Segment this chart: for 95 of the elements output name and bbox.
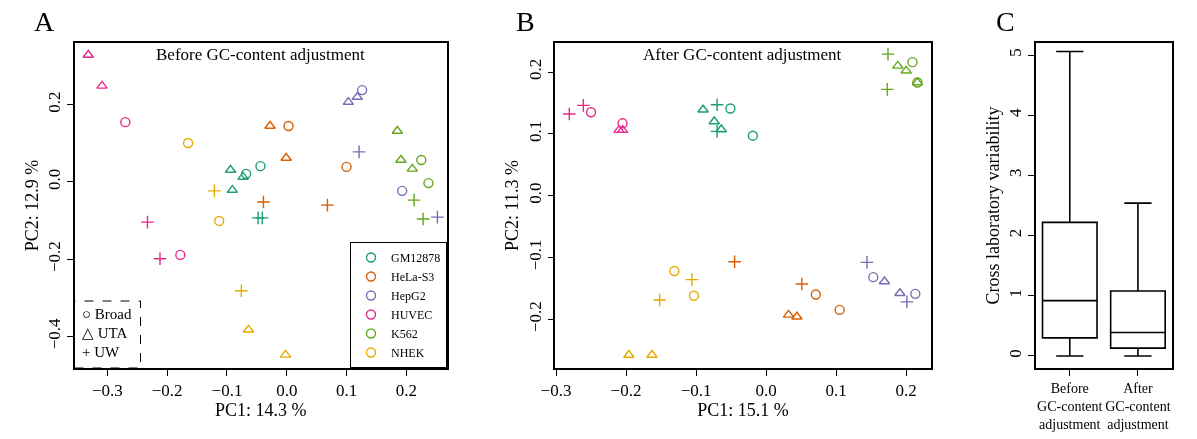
point <box>395 154 407 163</box>
point <box>226 184 239 194</box>
y-tick-label: 0.0 <box>44 168 64 191</box>
point <box>264 120 276 129</box>
y-tick-label: 4 <box>1006 107 1026 117</box>
point <box>342 96 355 106</box>
text: B <box>516 6 535 37</box>
y-tick-label: 0.1 <box>525 120 545 142</box>
legend-label: HepG2 <box>391 289 426 304</box>
text: C <box>996 6 1015 37</box>
point <box>791 311 803 320</box>
y-tick-label: 0.2 <box>525 58 545 81</box>
point <box>96 80 108 89</box>
x-tick-label: 0.1 <box>825 381 847 401</box>
y-tick-label: −0.2 <box>525 301 545 333</box>
point <box>283 120 294 132</box>
point <box>234 283 249 298</box>
x-tick-label: 0.0 <box>755 381 777 401</box>
y-tick-label: −0.1 <box>525 239 545 271</box>
x-tick-label: 0.1 <box>335 381 358 401</box>
point <box>175 249 186 261</box>
x-tick-label: −0.2 <box>610 381 642 401</box>
point <box>617 118 628 129</box>
point <box>356 84 368 96</box>
y-tick-label: 1 <box>1006 288 1026 298</box>
x-tick-label: 0.2 <box>395 381 417 401</box>
point <box>910 288 921 300</box>
point <box>810 289 822 300</box>
chart-title: After GC-content adjustment <box>643 45 842 64</box>
legend-label: NHEK <box>391 346 425 361</box>
annotation: ○ Broad <box>82 306 132 322</box>
point <box>416 212 431 227</box>
annotation: △ UTA <box>82 325 128 341</box>
y-tick-label: −0.2 <box>44 241 64 273</box>
text: A <box>34 6 55 37</box>
point <box>880 47 895 62</box>
point <box>153 251 167 266</box>
point <box>423 177 434 189</box>
y-tick-label: −0.4 <box>44 317 64 350</box>
annotation: + UW <box>82 344 121 360</box>
y-tick-label: 0 <box>1006 349 1026 358</box>
y-tick-label: 0.0 <box>525 182 545 204</box>
point <box>214 215 225 227</box>
point <box>688 290 700 301</box>
point <box>747 130 759 141</box>
point <box>255 210 270 225</box>
x-tick-label: −0.3 <box>91 381 123 401</box>
y-axis-title: Cross laboratory variability <box>982 106 1003 305</box>
x-tick-label: Before GC-content adjustment <box>1037 380 1103 432</box>
point <box>182 137 194 149</box>
point <box>880 82 895 97</box>
point <box>899 294 914 309</box>
point <box>585 107 597 118</box>
legend-label: HeLa-S3 <box>391 270 435 285</box>
legend-label: K562 <box>391 327 418 342</box>
x-tick-label: 0.2 <box>895 381 917 401</box>
point <box>697 104 709 113</box>
x-axis-title: PC1: 15.1 % <box>697 400 789 421</box>
point <box>669 265 680 277</box>
point <box>616 124 629 134</box>
point <box>868 271 879 283</box>
point <box>341 161 352 173</box>
x-tick-label: 0.0 <box>276 381 298 401</box>
x-tick-label: After GC-content adjustment <box>1105 380 1171 432</box>
point <box>710 97 725 112</box>
point <box>430 210 445 225</box>
point <box>416 154 427 166</box>
point <box>207 183 222 198</box>
point <box>646 349 658 358</box>
legend-label: HUVEC <box>391 308 433 323</box>
point <box>859 255 874 270</box>
y-tick-label: 5 <box>1006 48 1026 57</box>
y-tick-label: 0.2 <box>44 91 64 113</box>
chart-title: Before GC-content adjustment <box>156 45 365 64</box>
point <box>240 168 252 180</box>
point <box>613 124 625 134</box>
point <box>396 185 408 197</box>
x-tick-label: −0.3 <box>540 381 572 401</box>
x-tick-label: −0.2 <box>151 381 183 401</box>
x-axis-title: PC1: 14.3 % <box>214 400 307 421</box>
point <box>255 160 266 172</box>
point <box>352 144 367 159</box>
point <box>907 56 918 68</box>
y-tick-label: 2 <box>1006 228 1026 238</box>
y-tick-label: 3 <box>1006 168 1026 178</box>
point <box>834 304 845 316</box>
y-axis-title: PC2: 11.3 % <box>502 160 523 251</box>
point <box>120 116 131 128</box>
point <box>407 193 422 208</box>
point <box>710 124 725 139</box>
x-tick-label: −0.1 <box>680 381 712 401</box>
legend-label: GM12878 <box>391 251 441 266</box>
y-axis-title: PC2: 12.9 % <box>21 159 42 252</box>
point <box>725 103 736 114</box>
x-tick-label: −0.1 <box>211 381 243 401</box>
